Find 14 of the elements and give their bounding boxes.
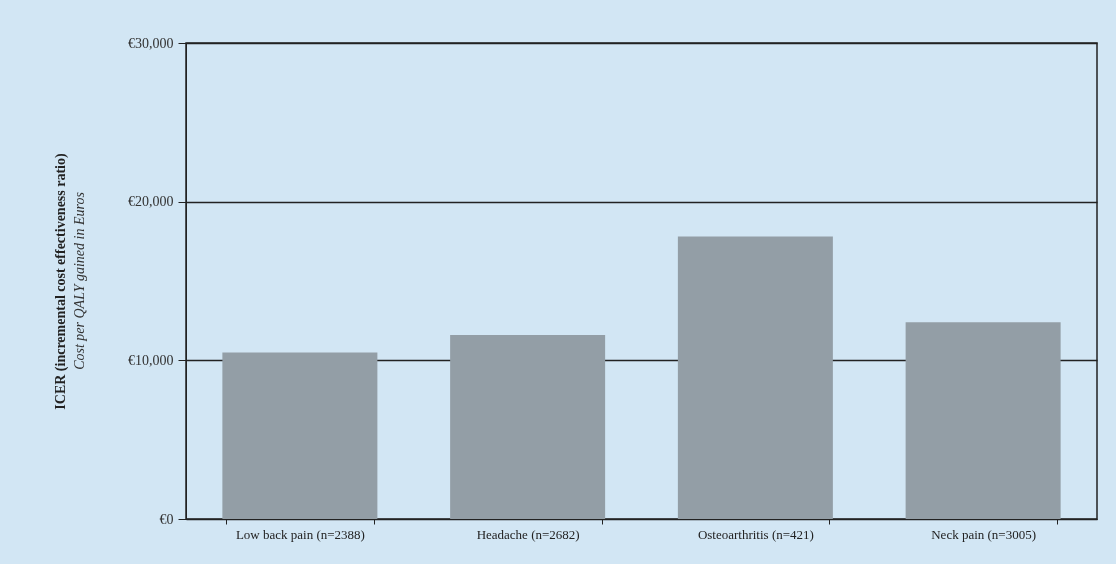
bar bbox=[905, 322, 1061, 519]
bar bbox=[450, 334, 606, 519]
y-tick-label: €10,000 bbox=[128, 352, 174, 368]
x-tick-label: Low back pain (n=2388) bbox=[235, 526, 365, 542]
text: Cost per QALY gained in Euros bbox=[72, 191, 87, 370]
y-tick-label: €30,000 bbox=[128, 35, 174, 51]
x-tick-label: Headache (n=2682) bbox=[476, 526, 580, 542]
x-tick-label: Neck pain (n=3005) bbox=[931, 526, 1037, 542]
y-tick-label: €0 bbox=[159, 511, 174, 527]
y-axis-title: ICER (incremental cost effectiveness ratio) bbox=[53, 153, 69, 410]
y-tick-label: €20,000 bbox=[128, 194, 174, 210]
bar bbox=[222, 352, 378, 519]
bar bbox=[677, 236, 833, 519]
x-tick-label: Osteoarthritis (n=421) bbox=[697, 526, 814, 542]
